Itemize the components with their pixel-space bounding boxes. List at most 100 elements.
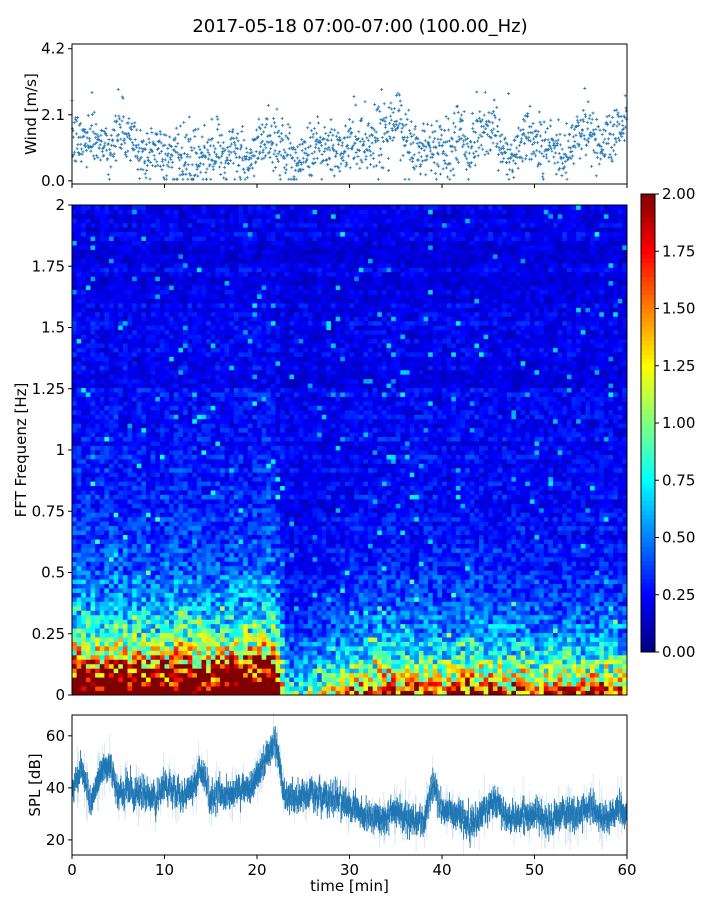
spectrogram-cell <box>460 570 466 576</box>
wind-point <box>218 144 222 148</box>
wind-point <box>450 150 454 154</box>
wind-point <box>509 143 513 147</box>
spectrogram-cell <box>210 641 216 647</box>
wind-point <box>563 133 567 137</box>
spectrogram-cell <box>326 601 332 607</box>
wind-point <box>208 163 212 167</box>
spectrogram-cell <box>210 637 216 642</box>
spectrogram-cell <box>483 619 489 625</box>
spectrogram-cell <box>460 610 466 616</box>
spectrogram-cell <box>238 623 244 629</box>
spectrogram-cell <box>497 668 503 674</box>
spectrogram-cell <box>414 601 420 607</box>
spectrogram-cell <box>437 637 443 642</box>
spectrogram-cell <box>603 601 609 607</box>
spectrogram-cell <box>122 681 128 687</box>
spectrogram-cell <box>418 570 424 576</box>
spectrogram-cell <box>196 690 202 696</box>
wind-point <box>231 127 235 131</box>
spectrogram-cell <box>173 686 179 691</box>
spectrogram-cell <box>247 641 253 647</box>
wind-point <box>205 167 209 171</box>
wind-point <box>73 150 77 154</box>
spectrogram-cell <box>409 641 415 647</box>
spectrogram-cell <box>284 597 290 602</box>
wind-point <box>139 167 143 171</box>
spectrogram-cell <box>465 605 471 611</box>
wind-point <box>250 150 254 154</box>
wind-point <box>144 176 148 180</box>
spectrogram-cell <box>492 588 498 593</box>
spectrogram-cell <box>428 686 434 691</box>
wind-point <box>382 117 386 121</box>
spectrogram-cell <box>455 601 461 607</box>
spectrogram-cell <box>90 690 96 696</box>
spectrogram-cell <box>455 681 461 687</box>
spectrogram-cell <box>511 641 517 647</box>
spectrogram-cell <box>465 686 471 691</box>
spectrogram-cell <box>571 681 577 687</box>
wind-point <box>311 135 315 139</box>
spectrogram-cell <box>405 663 411 669</box>
spectrogram-cell <box>298 650 304 656</box>
spectrogram-cell <box>442 681 448 687</box>
wind-point <box>417 151 421 155</box>
spectrogram-cell <box>455 686 461 691</box>
spectrogram-cell <box>164 646 170 651</box>
spectrogram-cell <box>312 574 318 580</box>
spectrogram-cell <box>95 605 101 611</box>
spectrogram-cell <box>608 592 614 598</box>
wind-point <box>464 150 468 154</box>
spectrogram-cell <box>368 632 374 638</box>
spectrogram-cell <box>622 588 628 593</box>
wind-point <box>498 134 502 138</box>
wind-point <box>148 150 152 154</box>
wind-point <box>454 148 458 152</box>
spectrogram-cell <box>488 672 494 678</box>
wind-point <box>223 148 227 152</box>
wind-point <box>283 150 287 154</box>
spectrogram-cell <box>238 654 244 660</box>
wind-point <box>426 122 430 126</box>
wind-point <box>314 139 318 143</box>
spectrogram-cell <box>460 614 466 620</box>
spectrogram-cell <box>613 637 619 642</box>
spectrogram-cell <box>90 574 96 580</box>
wind-point <box>162 133 166 137</box>
spectrogram-cell <box>233 659 239 665</box>
wind-point <box>391 110 395 114</box>
wind-point <box>133 124 137 128</box>
spectrogram-cell <box>377 663 383 669</box>
spectrogram-cell <box>76 637 82 642</box>
spectrogram-cell <box>617 570 623 576</box>
spectrogram-cell <box>548 681 554 687</box>
wind-point <box>410 134 414 138</box>
wind-point <box>607 114 611 118</box>
spectrogram-cell <box>557 637 563 642</box>
spectrogram-cell <box>585 677 591 683</box>
spectrogram-cell <box>150 601 156 607</box>
spectrogram-cell <box>553 646 559 651</box>
spectrogram-cell <box>155 686 161 691</box>
spectrogram-cell <box>85 601 91 607</box>
spectrogram-cell <box>243 597 249 602</box>
wind-point <box>261 139 265 143</box>
spectrogram-cell <box>113 690 119 696</box>
spectrogram-cell <box>488 668 494 674</box>
spectrogram-cell <box>372 690 378 696</box>
spectrogram-cell <box>553 574 559 580</box>
wind-point <box>138 128 142 132</box>
spectrogram-cell <box>368 628 374 634</box>
spectrogram-cell <box>354 574 360 580</box>
spectrogram-cell <box>492 650 498 656</box>
spectrogram-cell <box>307 583 313 589</box>
spectrogram-cell <box>423 605 429 611</box>
spectrogram-cell <box>275 668 281 674</box>
spectrogram-cell <box>543 601 549 607</box>
spectrogram-cell <box>502 659 508 665</box>
wind-point <box>477 146 481 150</box>
spectrogram-cell <box>363 597 369 602</box>
spectrogram-cell <box>400 686 406 691</box>
spectrogram-cell <box>206 623 212 629</box>
spectrogram-cell <box>608 570 614 576</box>
